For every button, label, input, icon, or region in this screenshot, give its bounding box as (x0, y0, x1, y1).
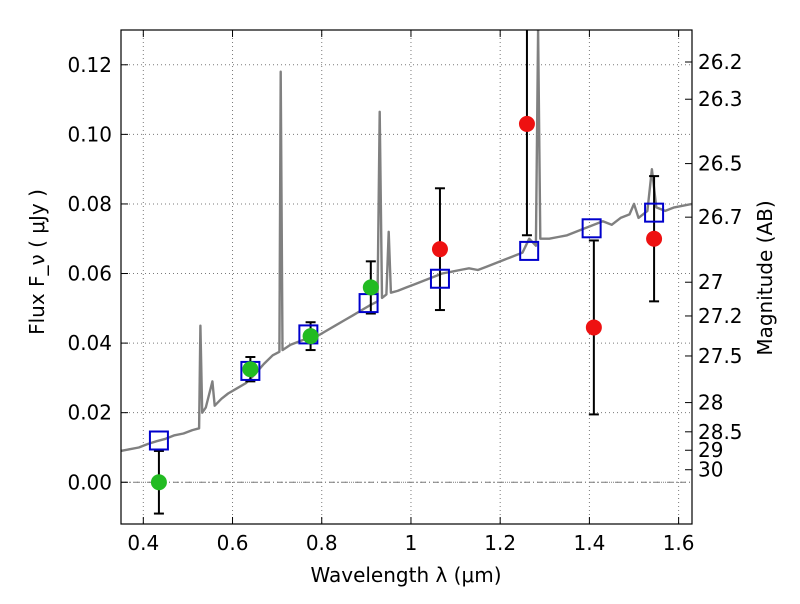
model-point-square (644, 202, 665, 223)
model-spectrum-line (121, 30, 692, 453)
model-point-square (581, 218, 602, 239)
right-tick-label: 27.5 (698, 344, 743, 368)
nir-data-point (431, 241, 448, 258)
y-axis-title-right: Magnitude (AB) (753, 200, 777, 355)
x-tick-label: 1.6 (663, 531, 695, 555)
x-tick-label: 0.6 (217, 531, 249, 555)
right-tick-label: 26.7 (698, 205, 743, 229)
y-tick-label: 0.06 (67, 262, 112, 286)
model-point-square (148, 430, 169, 451)
x-tick-label: 1.4 (573, 531, 605, 555)
nir-data-point (518, 115, 535, 132)
optical-data-point (150, 474, 167, 491)
right-tick-label: 29 (698, 438, 723, 462)
right-tick-label: 26.2 (698, 50, 743, 74)
y-tick-label: 0.00 (67, 470, 112, 494)
y-tick-label: 0.10 (67, 122, 112, 146)
optical-data-point (362, 279, 379, 296)
y-tick-label: 0.02 (67, 401, 112, 425)
right-tick-label: 27.2 (698, 304, 743, 328)
y-tick-label: 0.08 (67, 192, 112, 216)
data-layer (121, 30, 692, 515)
plot-background (121, 30, 692, 524)
model-point-square (519, 240, 540, 261)
model-point-square (429, 268, 450, 289)
x-axis-title: Wavelength λ (μm) (310, 563, 501, 587)
y-axis-title: Flux F_ν ( μJy ) (25, 189, 49, 335)
right-tick-label: 26.5 (698, 152, 743, 176)
right-tick-label: 27 (698, 270, 723, 294)
x-tick-label: 1.2 (484, 531, 516, 555)
x-tick-label: 0.4 (127, 531, 159, 555)
right-tick-label: 28 (698, 391, 723, 415)
x-tick-label: 1 (405, 531, 418, 555)
y-tick-label: 0.04 (67, 331, 112, 355)
right-tick-label: 30 (698, 458, 723, 482)
plot-frame (120, 29, 693, 525)
x-tick-label: 0.8 (306, 531, 338, 555)
nir-data-point (646, 230, 663, 247)
optical-data-point (302, 328, 319, 345)
nir-data-point (585, 319, 602, 336)
optical-data-point (242, 361, 259, 378)
right-tick-label: 28.5 (698, 420, 743, 444)
y-tick-label: 0.12 (67, 53, 112, 77)
ticks: 0.4 0.6 0.8 1 1.2 1.4 1.6 0.00 0.02 0.04 0.06 0.08 0… (67, 30, 743, 555)
right-tick-label: 26.3 (698, 87, 743, 111)
